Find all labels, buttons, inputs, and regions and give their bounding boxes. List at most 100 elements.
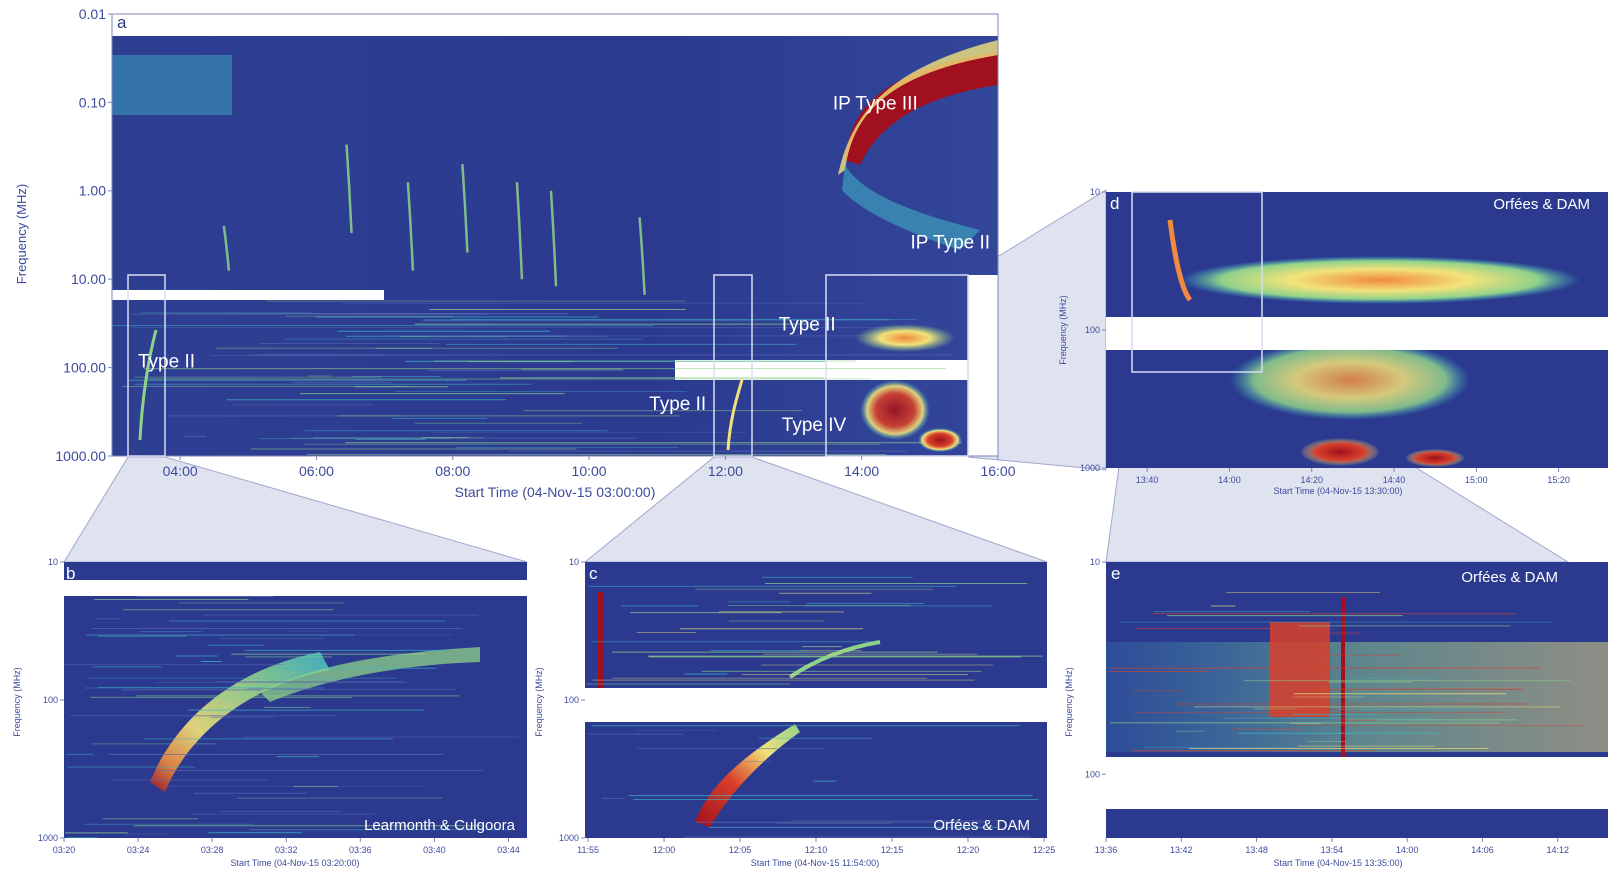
- d-xtick-label: 14:40: [1383, 475, 1406, 485]
- zoom-box-b: [127, 274, 166, 457]
- panel-e: e Orfées & DAM 10 100 13:36 13:42 13:48 13:5…: [1060, 552, 1608, 882]
- panel-c-ylabel: Frequency (MHz): [534, 667, 544, 737]
- d-ytick-label: 100: [1085, 325, 1100, 335]
- c-ytick-label: 10: [569, 557, 579, 567]
- b-ytick-label: 1000: [38, 833, 58, 843]
- e-ytick-label: 10: [1090, 557, 1100, 567]
- type-iii-tracks: [222, 144, 646, 295]
- b-xtick-label: 03:44: [497, 845, 520, 855]
- panel-c-letter: c: [589, 564, 598, 583]
- panel-e-label: Orfées & DAM: [1461, 569, 1558, 586]
- panel-e-gap: [1106, 757, 1608, 809]
- panel-c-chart: c Orfées & DAM 10 100 1000 11:55 12:00 12:05…: [534, 557, 1055, 868]
- panel-a-gap-top: [112, 14, 998, 36]
- e-ytick-label: 100: [1085, 769, 1100, 779]
- panel-a-annotation: IP Type III: [833, 93, 918, 114]
- panel-b-spectrum: [64, 562, 527, 838]
- panel-b-type-ii-band-1: [150, 652, 330, 792]
- panel-a-annotation: Type II: [649, 394, 706, 415]
- panel-c-x-ticks: 11:55 12:00 12:05 12:10 12:15 12:20 12:25: [577, 838, 1055, 855]
- a-ytick-label: 1000.00: [55, 448, 106, 464]
- a-ytick-label: 0.10: [79, 94, 106, 110]
- panel-c-gap: [585, 688, 1047, 722]
- ip-type-iii-burst: [845, 52, 998, 165]
- panel-a-annotation: Type II: [779, 314, 836, 335]
- panel-c-xlabel: Start Time (04-Nov-15 11:54:00): [751, 858, 879, 868]
- panel-a-letter: a: [117, 13, 127, 32]
- panel-b-letter: b: [66, 564, 75, 583]
- panel-d-x-ticks: 13:40 14:00 14:20 14:40 15:00 15:20: [1136, 468, 1570, 485]
- type-iii-burst-track: [345, 144, 353, 234]
- zoom-box-c: [713, 274, 753, 457]
- type-ii-emission-d: [855, 324, 955, 352]
- panel-b-x-ticks: 03:20 03:24 03:28 03:32 03:36 03:40 03:44: [53, 838, 520, 855]
- panel-a-chart: a 0.01 0.10 1.00 10.00 100.00 1000.00 04:00 06…: [14, 6, 1016, 500]
- b-xtick-label: 03:32: [275, 845, 298, 855]
- panel-e-xlabel: Start Time (04-Nov-15 13:35:00): [1273, 858, 1402, 868]
- panel-a-ylabel: Frequency (MHz): [14, 184, 29, 284]
- d-xtick-label: 15:20: [1547, 475, 1570, 485]
- panel-e-x-ticks: 13:36 13:42 13:48 13:54 14:00 14:06 14:12: [1095, 838, 1569, 855]
- panel-a-x-ticks: 04:00 06:00 08:00 10:00 12:00 14:00 16:00: [163, 456, 1016, 479]
- a-xtick-label: 08:00: [435, 463, 470, 479]
- a-ytick-label: 1.00: [79, 183, 106, 199]
- d-xtick-label: 14:00: [1218, 475, 1241, 485]
- panel-d-type-ii-track: [1167, 219, 1193, 302]
- panel-e-type-iii-burst: [1341, 597, 1345, 757]
- panel-a-annotation: Type IV: [782, 415, 847, 436]
- panel-a-annotations: IP Type III IP Type II Type II Type II Type …: [138, 93, 990, 435]
- panel-d-gap: [1106, 317, 1608, 350]
- panel-c-type-iii-burst: [598, 592, 604, 688]
- panel-d: d Orfées & DAM 10 100 1000 13:40 14:00 14:20…: [1050, 180, 1608, 500]
- panel-b-xlabel: Start Time (04-Nov-15 03:20:00): [230, 858, 359, 868]
- a-xtick-label: 16:00: [980, 463, 1015, 479]
- c-xtick-label: 12:25: [1033, 845, 1056, 855]
- d-xtick-label: 14:20: [1300, 475, 1323, 485]
- a-xtick-label: 10:00: [572, 463, 607, 479]
- e-xtick-label: 14:00: [1396, 845, 1419, 855]
- panel-a-right-blank: [968, 275, 998, 456]
- panel-b-noise-lines: [64, 595, 519, 839]
- b-xtick-label: 03:24: [127, 845, 150, 855]
- panel-a-low-freq-band: [112, 55, 232, 115]
- type-iv-emission: [860, 380, 930, 440]
- panel-e-hot-region: [1270, 622, 1330, 717]
- type-iii-burst-track: [638, 217, 646, 295]
- panel-d-chart: d Orfées & DAM 10 100 1000 13:40 14:00 14:20…: [1058, 187, 1608, 496]
- panel-c: c Orfées & DAM 10 100 1000 11:55 12:00 12:05…: [530, 552, 1070, 882]
- panel-e-y-ticks: 10 100: [1085, 557, 1106, 779]
- panel-c-noise-lines: [586, 576, 1043, 838]
- d-ytick-label: 1000: [1080, 463, 1100, 473]
- a-ytick-label: 10.00: [71, 271, 106, 287]
- panel-d-y-ticks: 10 100 1000: [1080, 187, 1106, 473]
- e-xtick-label: 13:54: [1321, 845, 1344, 855]
- panel-b-label: Learmonth & Culgoora: [364, 817, 516, 834]
- panel-a-xlabel: Start Time (04-Nov-15 03:00:00): [455, 484, 656, 500]
- panel-a-annotation: Type II: [138, 352, 195, 373]
- c-ytick-label: 100: [564, 695, 579, 705]
- panel-e-noise-lines: [1108, 592, 1585, 752]
- panel-a-y-ticks: 0.01 0.10 1.00 10.00 100.00 1000.00: [55, 6, 112, 464]
- panel-b-type-ii-band-2: [260, 647, 480, 702]
- a-ytick-label: 100.00: [63, 360, 106, 376]
- c-xtick-label: 11:55: [577, 845, 599, 855]
- type-ii-track-c: [726, 379, 744, 451]
- a-xtick-label: 04:00: [163, 463, 198, 479]
- d-xtick-label: 15:00: [1465, 475, 1488, 485]
- b-ytick-label: 10: [48, 557, 58, 567]
- type-ii-track-b: [138, 329, 158, 441]
- c-xtick-label: 12:00: [653, 845, 676, 855]
- b-xtick-label: 03:28: [201, 845, 224, 855]
- e-xtick-label: 14:12: [1547, 845, 1570, 855]
- panel-d-ylabel: Frequency (MHz): [1058, 295, 1068, 365]
- panel-e-ylabel: Frequency (MHz): [1064, 667, 1074, 737]
- panel-b-gap: [64, 580, 527, 596]
- panel-d-label: Orfées & DAM: [1493, 196, 1590, 213]
- type-iii-burst-track: [406, 182, 415, 271]
- c-xtick-label: 12:05: [729, 845, 752, 855]
- panel-a: a 0.01 0.10 1.00 10.00 100.00 1000.00 04:00 06…: [0, 0, 1030, 510]
- panel-a-gap-mid: [112, 290, 384, 300]
- panel-c-label: Orfées & DAM: [933, 817, 1030, 834]
- a-xtick-label: 06:00: [299, 463, 334, 479]
- zoom-box-d: [825, 274, 969, 457]
